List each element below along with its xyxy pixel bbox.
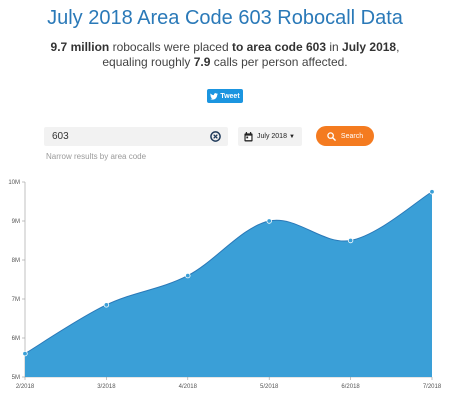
search-hint: Narrow results by area code	[46, 152, 147, 161]
summary-month: July 2018	[342, 40, 397, 54]
data-point	[22, 350, 28, 357]
x-tick-label: 3/2018	[97, 384, 116, 390]
search-button-label: Search	[340, 132, 364, 140]
y-tick-label: 7M	[12, 297, 20, 303]
summary-part3: calls per person affected.	[210, 55, 348, 69]
area-code-input[interactable]	[52, 127, 202, 146]
y-axis: 5M 6M 7M 8M 9M 10M	[8, 180, 26, 381]
summary-area: to area code 603	[231, 40, 327, 54]
x-axis: 2/2018 3/2018 4/2018 5/2018 6/2018 7/2018	[16, 376, 442, 390]
tweet-label: Tweet	[220, 92, 240, 100]
data-points	[22, 189, 435, 357]
chevron-down-icon: ▼	[288, 133, 295, 140]
robocall-area-chart: 5M 6M 7M 8M 9M 10M 2/2018 3/2018 4/2018 5/2018 6/…	[8, 180, 442, 390]
x-tick-label: 6/2018	[341, 384, 360, 390]
y-tick-label: 10M	[8, 180, 20, 186]
data-point	[266, 218, 272, 224]
calendar-icon	[244, 131, 253, 141]
x-tick-label: 7/2018	[423, 384, 442, 390]
summary-part2: equaling roughly	[102, 55, 194, 69]
search-button[interactable]: Search	[316, 126, 374, 146]
data-point	[185, 272, 191, 279]
month-select[interactable]: July 2018 ▼	[238, 127, 302, 146]
summary-comma: ,	[396, 40, 400, 54]
x-tick-label: 5/2018	[260, 384, 279, 390]
summary-per-person: 7.9	[193, 55, 211, 69]
y-tick-label: 5M	[12, 375, 20, 381]
tweet-button[interactable]: Tweet	[207, 89, 243, 103]
summary-in: in	[326, 40, 343, 54]
summary-count: 9.7 million	[50, 40, 110, 54]
y-tick-label: 9M	[12, 219, 20, 225]
page-title: July 2018 Area Code 603 Robocall Data	[47, 7, 403, 29]
area-fill	[25, 191, 432, 377]
clear-icon[interactable]	[210, 131, 221, 142]
search-icon	[327, 131, 336, 141]
area-code-search	[44, 127, 228, 146]
x-tick-label: 2/2018	[16, 384, 35, 390]
y-tick-label: 8M	[12, 258, 20, 264]
y-tick-label: 6M	[12, 336, 20, 342]
data-point	[347, 237, 354, 244]
data-point	[103, 302, 110, 308]
x-tick-label: 4/2018	[179, 384, 198, 390]
month-label: July 2018	[257, 133, 287, 140]
summary-part1: robocalls were placed	[109, 40, 232, 54]
twitter-bird-icon	[210, 92, 219, 100]
data-point	[429, 189, 435, 195]
series-line	[24, 191, 433, 355]
summary-text: 9.7 million robocalls were placed to are…	[0, 40, 450, 70]
